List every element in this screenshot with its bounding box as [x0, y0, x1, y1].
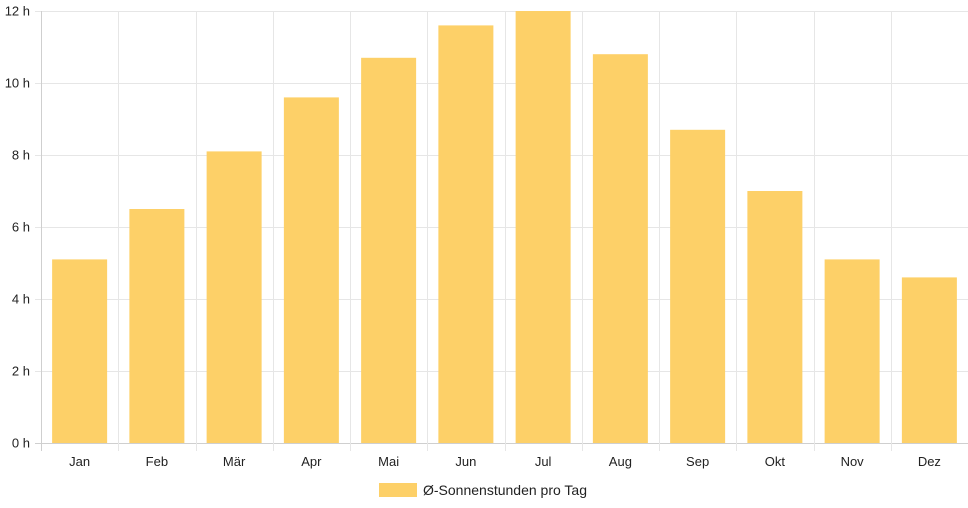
- x-tick-label: Jun: [455, 454, 476, 469]
- y-tick-label: 12 h: [5, 4, 30, 19]
- y-tick-label: 0 h: [12, 436, 30, 451]
- x-tick-label: Dez: [918, 454, 941, 469]
- x-tick-label: Sep: [686, 454, 709, 469]
- bar-feb[interactable]: [129, 209, 185, 443]
- x-tick-label: Mär: [223, 454, 246, 469]
- bar-sep[interactable]: [670, 129, 726, 444]
- bar-mär[interactable]: [206, 151, 262, 443]
- bar-aug[interactable]: [592, 54, 648, 443]
- x-tick-label: Mai: [378, 454, 399, 469]
- legend-label[interactable]: Ø-Sonnenstunden pro Tag: [423, 482, 587, 498]
- bars: [52, 11, 957, 444]
- bar-mai[interactable]: [361, 57, 417, 444]
- bar-jun[interactable]: [438, 25, 494, 444]
- y-tick-label: 8 h: [12, 148, 30, 163]
- x-tick-label: Jan: [69, 454, 90, 469]
- bar-okt[interactable]: [747, 191, 803, 443]
- x-tick-label: Aug: [609, 454, 632, 469]
- bar-apr[interactable]: [283, 97, 339, 444]
- y-tick-label: 6 h: [12, 220, 30, 235]
- bar-jul[interactable]: [515, 11, 571, 443]
- legend-swatch[interactable]: [379, 483, 417, 497]
- axes: 0 h 2 h 4 h 6 h 8 h 10 h 12 h Jan Feb Mär Apr Mai Ju…: [5, 4, 941, 470]
- x-tick-label: Jul: [535, 454, 552, 469]
- x-tick-label: Okt: [765, 454, 786, 469]
- y-tick-label: 10 h: [5, 76, 30, 91]
- x-tick-label: Apr: [301, 454, 322, 469]
- bar-nov[interactable]: [824, 259, 880, 443]
- y-tick-label: 2 h: [12, 364, 30, 379]
- x-tick-label: Feb: [146, 454, 168, 469]
- legend[interactable]: Ø-Sonnenstunden pro Tag: [379, 482, 587, 498]
- bar-dez[interactable]: [901, 277, 957, 443]
- grid: [35, 11, 968, 451]
- y-tick-label: 4 h: [12, 292, 30, 307]
- bar-jan[interactable]: [52, 259, 108, 443]
- x-tick-label: Nov: [841, 454, 865, 469]
